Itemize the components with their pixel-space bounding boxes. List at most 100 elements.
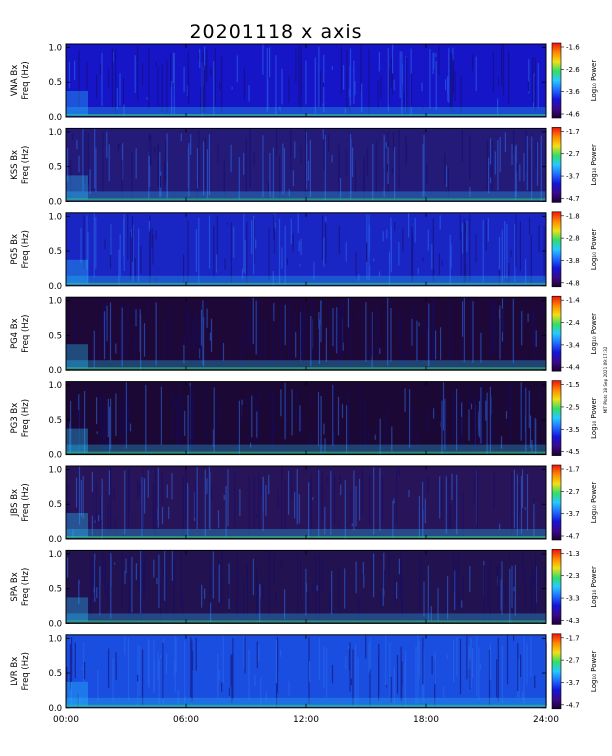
colorbar-tick-label: -4.7 <box>566 701 580 709</box>
spectrogram-texture <box>80 213 545 286</box>
panel-pg3: 0.0 0.5 1.0 PG3 Bx Freq (Hz) -1.5 -2.5 -3.5 -4.5… <box>10 380 598 461</box>
y-axis-label-unit: Freq (Hz) <box>21 399 31 437</box>
y-tick-label: 1.0 <box>48 465 62 475</box>
spectrogram-texture <box>66 634 547 708</box>
colorbar <box>551 127 562 203</box>
panel-pg4: 0.0 0.5 1.0 PG4 Bx Freq (Hz) -1.4 -2.4 -3.4 -4.4… <box>10 295 598 376</box>
y-tick-label: 0.0 <box>48 451 62 461</box>
colorbar-tick-label: -4.7 <box>566 195 580 203</box>
y-tick-label: 1.0 <box>48 634 62 644</box>
early-activity <box>66 428 88 453</box>
y-tick-label: 0.0 <box>48 704 62 714</box>
y-tick-label: 1.0 <box>48 128 62 138</box>
y-axis-label-unit: Freq (Hz) <box>21 61 31 99</box>
low-frequency-band <box>66 613 546 623</box>
colorbar-tick-label: -4.4 <box>566 364 580 372</box>
y-axis-label-station: PG5 Bx <box>10 234 20 265</box>
y-axis-label-station: PG3 Bx <box>10 403 20 434</box>
colorbar-label: Log₁₀ Power <box>590 144 598 186</box>
y-tick-label: 0.5 <box>48 416 62 426</box>
colorbar <box>551 211 562 288</box>
colorbar-tick-label: -2.7 <box>566 150 580 158</box>
y-tick-label: 1.0 <box>48 550 62 560</box>
colorbar-tick-label: -1.8 <box>566 212 580 220</box>
spectrogram-background <box>66 466 546 539</box>
early-activity <box>66 681 88 706</box>
y-tick-label: 0.0 <box>48 113 62 123</box>
early-activity <box>66 597 88 622</box>
spectrogram-texture <box>67 550 546 624</box>
spectrogram-texture <box>68 44 539 117</box>
colorbar-tick-label: -2.7 <box>566 488 580 496</box>
y-tick-label: 1.0 <box>48 212 62 222</box>
y-tick-label: 0.0 <box>48 366 62 376</box>
y-tick-label: 0.0 <box>48 282 62 292</box>
low-frequency-band <box>66 275 546 285</box>
y-axis-label-unit: Freq (Hz) <box>21 314 31 352</box>
panel-jbs: 0.0 0.5 1.0 JBS Bx Freq (Hz) -1.7 -2.7 -3.7 -4.7… <box>10 464 598 545</box>
colorbar-tick-label: -3.8 <box>566 257 580 265</box>
y-axis-label-unit: Freq (Hz) <box>21 483 31 521</box>
colorbar-label: Log₁₀ Power <box>590 313 598 355</box>
colorbar-tick-label: -2.6 <box>566 66 580 74</box>
colorbar-label: Log₁₀ Power <box>590 482 598 524</box>
y-tick-label: 1.0 <box>48 297 62 307</box>
low-frequency-band <box>66 529 546 538</box>
early-activity <box>66 344 88 369</box>
colorbar <box>551 549 562 625</box>
early-activity <box>66 91 88 115</box>
colorbar-tick-label: -3.3 <box>566 595 580 603</box>
colorbar-tick-label: -2.8 <box>566 235 580 243</box>
early-activity <box>66 175 88 200</box>
y-tick-label: 0.5 <box>48 163 62 173</box>
colorbar-tick-label: -1.7 <box>566 634 580 642</box>
colorbar-tick-label: -3.5 <box>566 426 580 434</box>
early-activity <box>66 513 88 537</box>
colorbar <box>551 380 562 456</box>
y-tick-label: 0.0 <box>48 197 62 207</box>
early-activity <box>66 259 88 284</box>
x-tick-label: 06:00 <box>173 715 199 725</box>
colorbar-tick-label: -2.4 <box>566 319 580 327</box>
colorbar-tick-label: -1.6 <box>566 44 580 52</box>
colorbar-tick-label: -1.7 <box>566 128 580 136</box>
y-axis-label-unit: Freq (Hz) <box>21 568 31 606</box>
time-axis: 00:00 06:00 12:00 18:00 24:00 <box>53 715 559 725</box>
x-tick-label: 24:00 <box>533 715 559 725</box>
y-axis-label-unit: Freq (Hz) <box>21 146 31 184</box>
colorbar-tick-label: -3.7 <box>566 510 580 518</box>
colorbar-tick-label: -1.4 <box>566 297 580 305</box>
y-axis-label-station: JBS Bx <box>10 489 20 517</box>
y-axis-label-station: PG4 Bx <box>10 318 20 349</box>
colorbar-tick-label: -4.3 <box>566 617 580 625</box>
y-axis-label-station: SPA Bx <box>10 572 20 601</box>
colorbar <box>551 464 562 541</box>
colorbar <box>551 633 562 710</box>
colorbar <box>551 42 562 119</box>
low-frequency-band <box>66 107 546 116</box>
colorbar-tick-label: -4.5 <box>566 448 580 456</box>
y-tick-label: 1.0 <box>48 381 62 391</box>
y-axis-label-station: VNA Bx <box>10 65 20 97</box>
y-tick-label: 0.5 <box>48 500 62 510</box>
colorbar-tick-label: -1.5 <box>566 381 580 389</box>
panel-spa: 0.0 0.5 1.0 SPA Bx Freq (Hz) -1.3 -2.3 -3.3 -4.3… <box>10 549 598 629</box>
y-tick-label: 0.5 <box>48 585 62 595</box>
colorbar-tick-label: -1.7 <box>566 466 580 474</box>
panel-kss: 0.0 0.5 1.0 KSS Bx Freq (Hz) -1.7 -2.7 -3.7 -4.7… <box>10 127 598 207</box>
colorbar-tick-label: -4.7 <box>566 533 580 541</box>
panel-vna: 0.0 0.5 1.0 VNA Bx Freq (Hz) -1.6 -2.6 -3.6 -4.6… <box>10 42 598 123</box>
y-tick-label: 0.5 <box>48 78 62 88</box>
y-tick-label: 0.5 <box>48 331 62 341</box>
colorbar-label: Log₁₀ Power <box>590 397 598 439</box>
x-tick-label: 00:00 <box>53 715 79 725</box>
low-frequency-band <box>66 360 546 370</box>
panel-pg5: 0.0 0.5 1.0 PG5 Bx Freq (Hz) -1.8 -2.8 -3.8 -4.8… <box>10 211 598 292</box>
colorbar-label: Log₁₀ Power <box>590 228 598 270</box>
colorbar-tick-label: -3.6 <box>566 88 580 96</box>
spectrogram-texture <box>69 382 542 455</box>
y-axis-label-station: KSS Bx <box>10 150 20 180</box>
low-frequency-band <box>66 191 546 201</box>
